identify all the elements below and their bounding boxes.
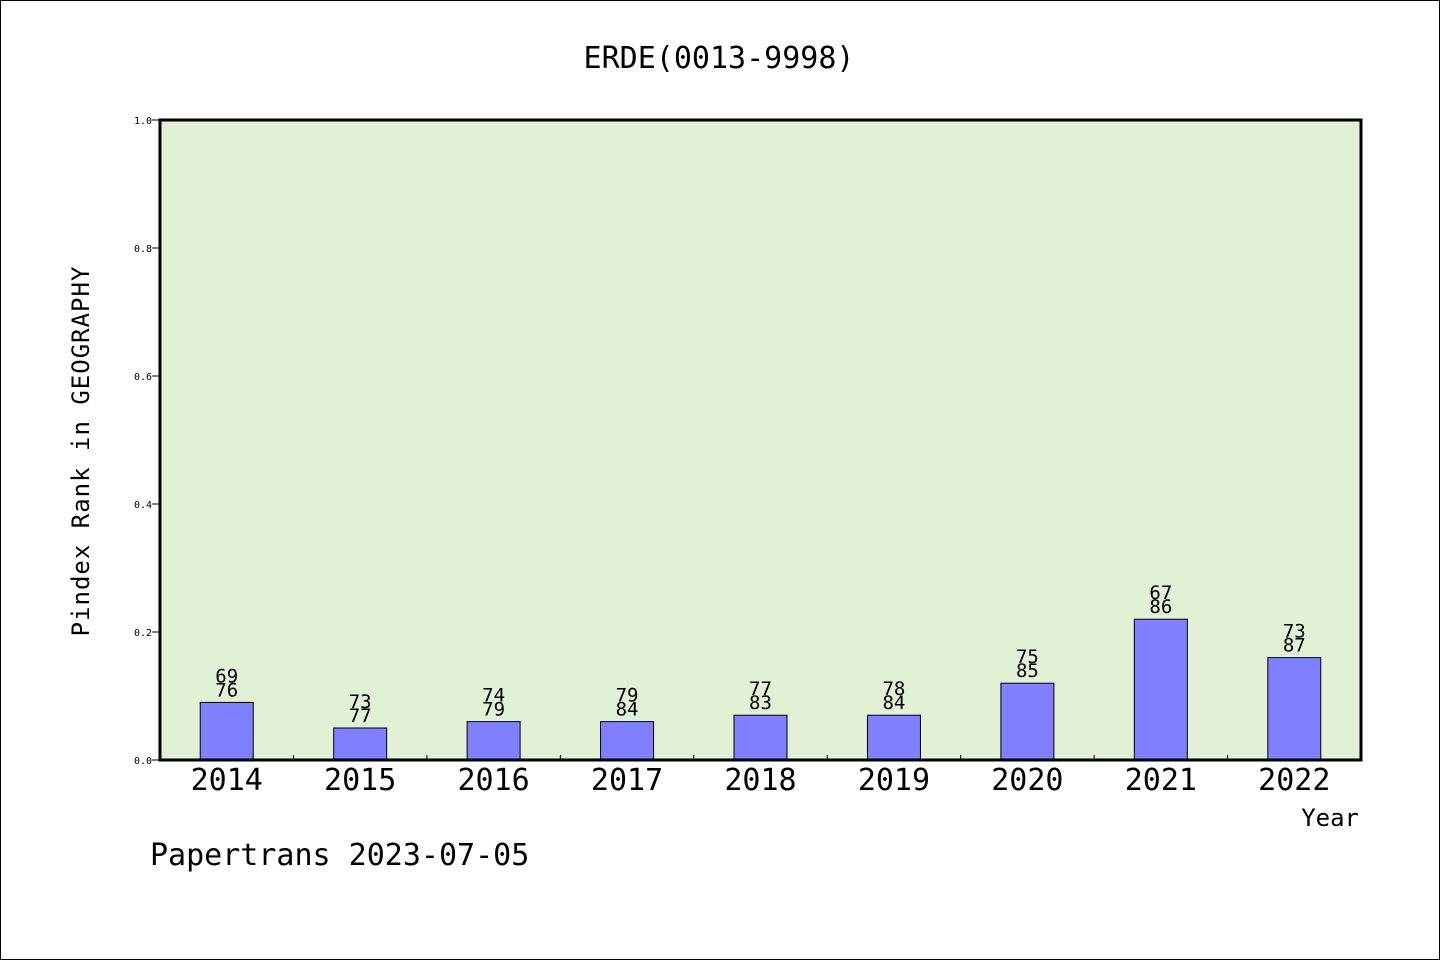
data-label-bottom: 86 [1149,596,1172,618]
bar-2014 [199,701,254,761]
bar-2017 [600,721,655,761]
x-tick-label: 2018 [724,763,796,798]
y-tick-label: 0.6 [134,372,152,383]
y-axis-ticks: 0.0 0.2 0.4 0.6 0.8 1.0 [134,116,160,767]
data-label-bottom: 84 [616,699,639,721]
data-label-bottom: 79 [482,699,505,721]
y-tick-label: 0.4 [134,500,152,511]
y-tick-label: 0.0 [134,756,152,767]
bar-2018 [733,714,788,761]
y-axis-label: Pindex Rank in GEOGRAPHY [67,266,95,637]
chart-title: ERDE(0013-9998) [584,41,855,76]
data-label-top: 77 [749,678,772,700]
data-label-bottom: 76 [215,679,238,701]
x-tick-label: 2020 [991,763,1063,798]
data-label-top: 75 [1016,646,1039,668]
bar-2021 [1133,618,1188,761]
x-axis-ticks: 2014 2015 2016 2017 2018 2019 2020 2021 2022 [191,755,1330,798]
x-tick-label: 2017 [591,763,663,798]
data-label-top: 74 [482,685,505,707]
data-label-bottom: 77 [349,705,372,727]
data-label-top: 79 [616,685,639,707]
x-tick-label: 2019 [858,763,930,798]
x-tick-label: 2021 [1125,763,1197,798]
bar-2020 [1000,682,1055,761]
plot-border [158,118,1363,762]
data-label-top: 69 [215,665,238,687]
data-label-top: 67 [1149,582,1172,604]
data-label-bottom: 83 [749,692,772,714]
y-tick-label: 0.8 [134,244,152,255]
x-axis-label: Year [1301,804,1359,832]
data-label-bottom: 87 [1283,635,1306,657]
bar-2015 [333,727,388,761]
footer-caption: Papertrans 2023-07-05 [150,838,529,873]
data-label-bottom: 84 [882,692,905,714]
bar-2019 [866,714,921,761]
bar-2016 [466,721,521,761]
x-tick-label: 2015 [324,763,396,798]
x-tick-label: 2014 [191,763,263,798]
data-label-top: 78 [882,678,905,700]
bar-2022 [1267,657,1322,761]
data-label-bottom: 85 [1016,660,1039,682]
data-label-top: 73 [1283,621,1306,643]
x-tick-label: 2022 [1258,763,1330,798]
y-tick-label: 0.2 [134,628,152,639]
y-tick-label: 1.0 [134,116,152,127]
x-tick-label: 2016 [457,763,529,798]
data-label-top: 73 [349,691,372,713]
bars [199,618,1322,761]
